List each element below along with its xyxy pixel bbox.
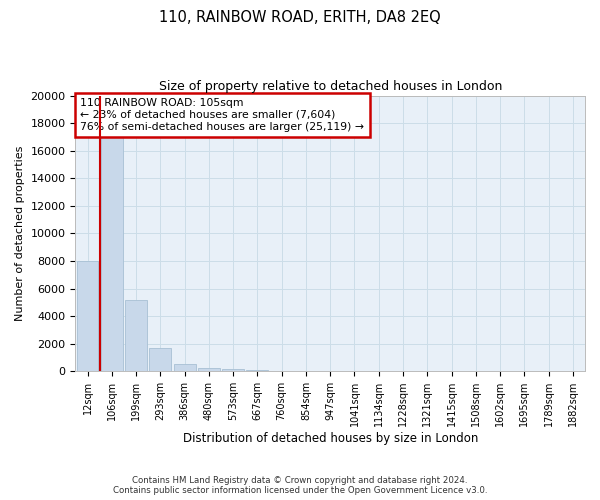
Bar xyxy=(247,370,268,371)
Bar xyxy=(125,300,147,371)
Bar xyxy=(271,370,293,371)
Bar xyxy=(173,364,196,371)
Bar xyxy=(149,348,171,371)
Text: Contains HM Land Registry data © Crown copyright and database right 2024.
Contai: Contains HM Land Registry data © Crown c… xyxy=(113,476,487,495)
Y-axis label: Number of detached properties: Number of detached properties xyxy=(15,146,25,321)
Bar xyxy=(295,370,317,371)
Text: 110, RAINBOW ROAD, ERITH, DA8 2EQ: 110, RAINBOW ROAD, ERITH, DA8 2EQ xyxy=(159,10,441,25)
X-axis label: Distribution of detached houses by size in London: Distribution of detached houses by size … xyxy=(182,432,478,445)
Bar xyxy=(101,137,123,371)
Bar xyxy=(77,261,98,371)
Text: 110 RAINBOW ROAD: 105sqm
← 23% of detached houses are smaller (7,604)
76% of sem: 110 RAINBOW ROAD: 105sqm ← 23% of detach… xyxy=(80,98,364,132)
Bar xyxy=(198,368,220,371)
Title: Size of property relative to detached houses in London: Size of property relative to detached ho… xyxy=(158,80,502,93)
Bar xyxy=(222,370,244,371)
